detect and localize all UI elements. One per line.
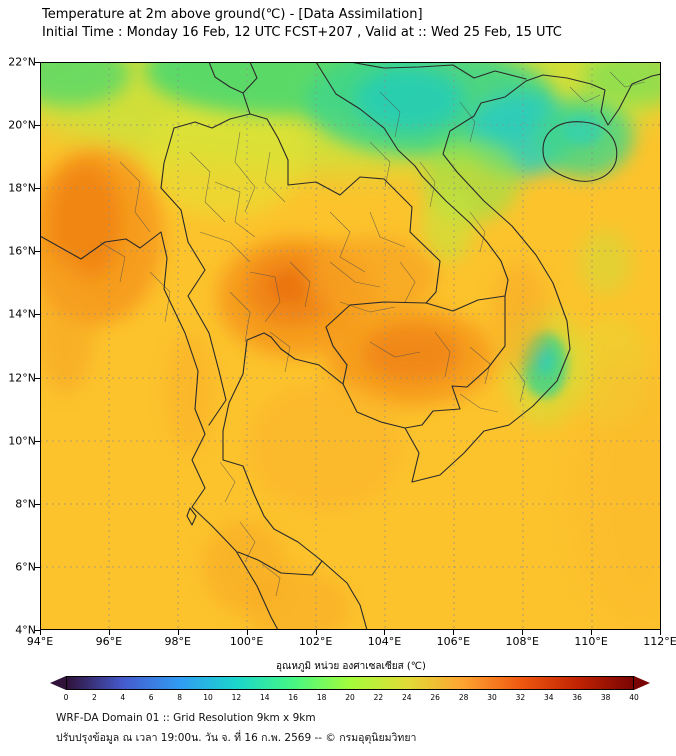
lon-tick [315,630,317,635]
lon-label: 104°E [367,635,402,648]
coastline-east [222,73,661,630]
colorbar-gradient [66,676,634,690]
colorbar-tick-label: 12 [231,693,242,702]
phuket-island-outline [186,507,197,526]
hainan-island-outline [542,121,618,182]
colorbar-tick-label: 8 [177,693,182,702]
lon-label: 102°E [298,635,333,648]
border-thailand-cambodia [325,301,427,385]
colorbar-tick-label: 40 [629,693,639,702]
lon-label: 108°E [505,635,539,648]
map-plot-area [40,62,661,630]
colorbar-tick-label: 34 [544,693,554,702]
border-myanmar-thailand [160,127,227,426]
border-vietnam-cambodia [404,295,506,429]
colorbar-tick-label: 14 [260,693,270,702]
lat-label: 20°N [8,118,36,132]
lon-label: 110°E [574,635,608,648]
lat-tick [35,503,40,505]
border-golden-triangle [173,62,258,129]
lon-tick [591,630,593,635]
colorbar-tick-label: 36 [572,693,582,702]
lat-label: 16°N [8,244,36,258]
colorbar-tick-labels: 0 2 4 6 8 10 12 14 16 18 20 22 24 26 28 30 32 34 36 38 40 [50,693,650,703]
lon-label: 94°E [26,635,54,648]
page-subtitle: Initial Time : Monday 16 Feb, 12 UTC FCS… [42,25,562,40]
lat-label: 6°N [15,560,36,574]
lon-tick [108,630,110,635]
colorbar [50,676,650,690]
colorbar-tick-label: 38 [600,693,611,702]
lon-tick [246,630,248,635]
lat-label: 4°N [15,623,36,637]
colorbar-tick-label: 10 [203,693,213,702]
coastline-west [40,231,279,630]
lat-tick [35,630,40,631]
colorbar-tick-label: 26 [430,693,440,702]
lat-label: 8°N [15,497,36,511]
border-malaysia-thailand [237,551,323,576]
lon-tick [384,630,386,635]
lon-label: 106°E [436,635,471,648]
lat-tick [35,125,40,127]
latitude-ticks [35,62,40,631]
lon-label: 96°E [95,635,123,648]
lat-tick [35,62,40,63]
country-borders [40,62,661,630]
border-thailand-laos [249,113,441,304]
colorbar-tick-label: 18 [316,693,327,702]
colorbar-tick-label: 0 [63,693,69,702]
lon-label: 100°E [229,635,264,648]
map-frame [40,62,661,630]
page-title: Temperature at 2m above ground(℃) - [Dat… [42,7,423,22]
border-laos-cambodia [425,295,506,312]
footer-domain-info: WRF-DA Domain 01 :: Grid Resolution 9km … [56,712,316,724]
lat-tick [35,251,40,253]
colorbar-tick-label: 20 [345,693,355,702]
colorbar-tick-label: 22 [373,693,384,702]
colorbar-tick-label: 24 [402,693,412,702]
lon-tick [177,630,179,635]
lat-tick [35,314,40,316]
lat-label: 14°N [8,307,36,321]
lat-tick [35,566,40,568]
colorbar-underflow-arrow [50,676,66,690]
colorbar-tick-label: 4 [120,693,126,702]
grid-lines [40,62,661,630]
lon-label: 98°E [164,635,191,648]
lon-tick [660,630,661,635]
border-laos-vietnam [315,62,509,297]
colorbar-overflow-arrow [634,676,650,690]
lon-label: 112°E [643,635,676,648]
colorbar-title: อุณหภูมิ หน่วย องศาเซลเซียส (℃) [276,661,426,672]
lon-tick [453,630,455,635]
lat-tick [35,188,40,190]
lon-tick [40,630,41,635]
province-borders [99,71,646,597]
lat-label: 10°N [8,434,36,448]
lat-tick [35,377,40,379]
latitude-axis: 22°N 20°N 18°N 16°N 14°N 12°N 10°N 8°N 6°N 4°N [2,56,36,637]
footer-update-info: ปรับปรุงข้อมูล ณ เวลา 19:00น. วัน จ. ที่… [56,732,417,744]
lat-label: 18°N [8,181,36,195]
colorbar-tick-label: 16 [288,693,298,702]
lat-tick [35,440,40,442]
longitude-axis: 94°E 96°E 98°E 100°E 102°E 104°E 106°E 108°E 110… [27,635,676,649]
lat-label: 12°N [8,371,36,385]
colorbar-tick-label: 28 [458,693,469,702]
colorbar-tick-label: 2 [92,693,97,702]
lon-tick [522,630,524,635]
colorbar-tick-label: 6 [148,693,154,702]
colorbar-tick-label: 32 [515,693,526,702]
longitude-ticks [40,630,662,635]
border-china-vietnam [349,62,527,80]
colorbar-tick-label: 30 [487,693,497,702]
temperature-field-map [40,62,661,630]
lat-label: 22°N [8,55,36,69]
